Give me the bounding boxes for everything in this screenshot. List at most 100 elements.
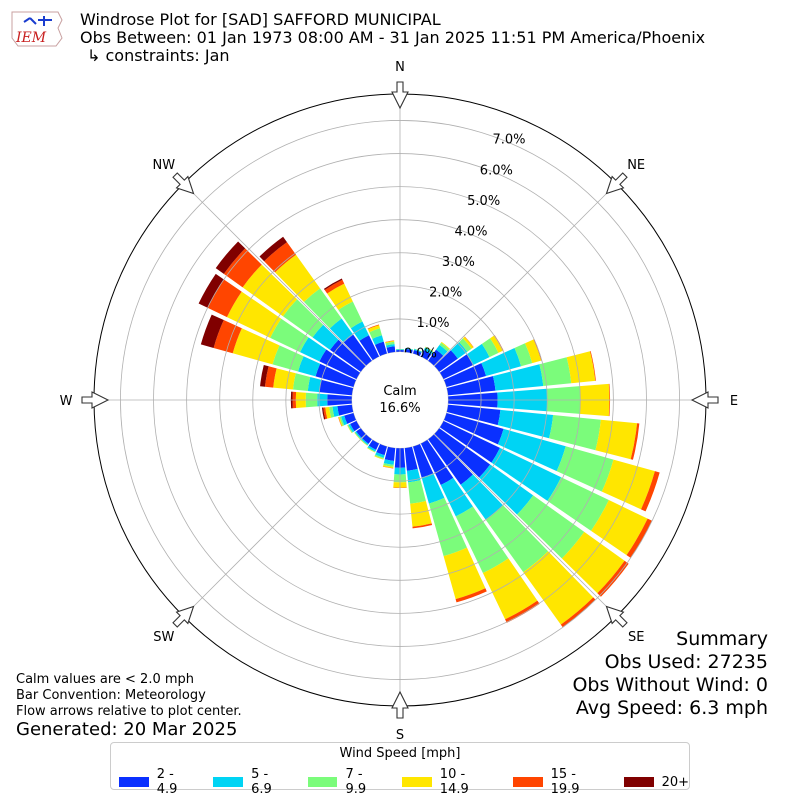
wind-bar-segment [367,445,377,452]
wind-bar-segment [440,477,473,517]
wind-bar-segment [264,366,277,388]
wind-bar-segment [539,357,572,386]
wind-bar-segment [533,339,542,361]
wind-bar-segment [312,324,339,350]
wind-bar-segment [272,345,304,372]
wind-bar-segment [361,438,369,445]
wind-bar-segment [298,356,321,377]
flow-arrow [690,391,719,409]
wind-bar-segment [282,299,324,338]
legend: Wind Speed [mph] 2 - 4.9 5 - 6.9 7 - 9.9… [110,742,690,797]
wind-bar-segment [344,412,357,424]
wind-bar-segment [549,415,601,451]
compass-label: W [60,394,73,409]
wind-bar-segment [374,454,384,459]
wind-bar-segment [367,447,376,453]
wind-bar-segment [443,412,504,445]
wind-bar-segment [367,324,380,330]
compass-label: NW [153,158,176,173]
flow-arrow [391,81,409,110]
wind-bar-segment [428,497,467,557]
grid-spoke [183,183,367,367]
calm-label: Calm [383,384,416,399]
wind-bar-segment [337,404,354,416]
compass-label: NE [627,158,645,173]
wind-bar-segment [505,600,540,623]
wind-bar-segment [319,379,354,396]
wind-bar-segment [425,346,434,352]
wind-bar-segment [339,416,345,426]
wind-bar-segment [590,351,596,381]
radial-tick-label: 1.0% [417,316,450,331]
wind-bar-segment [439,354,474,380]
bars-layer [198,236,660,628]
wind-bar-segment [354,432,361,440]
wind-bar-segment [321,407,326,420]
radial-tick-label: 3.0% [442,255,475,270]
wind-bar-segment [242,264,298,317]
wind-bar-segment [455,506,509,574]
legend-swatch [512,777,543,787]
legend-swatch [119,777,149,787]
wind-bar-segment [383,459,395,465]
wind-bar-segment [595,419,638,460]
plot-header: Windrose Plot for [SAD] SAFFORD MUNICIPA… [80,11,705,65]
compass-label: SE [628,630,644,645]
wind-bar-segment [641,471,660,512]
wind-bar-segment [547,477,609,531]
wind-bar-segment [369,328,382,339]
grid-spoke [183,433,367,617]
wind-bar-segment [270,318,309,353]
wind-bar-segment [591,500,648,556]
wind-bar-segment [355,431,362,439]
wind-bar-segment [382,465,394,469]
flow-arrow [391,690,409,719]
wind-bar-segment [443,547,486,600]
wind-bar-segment [327,283,353,310]
wind-bar-segment [462,336,474,349]
wind-bar-segment [626,518,653,558]
flow-arrow [81,391,110,409]
wind-bar-segment [343,334,373,366]
wind-bar-segment [347,425,352,434]
wind-bar-segment [455,588,487,603]
wind-bar-segment [260,365,269,387]
wind-bar-segment [459,338,472,352]
wind-bar-segment [374,455,384,460]
wind-bar-segment [374,341,388,357]
wind-bar-segment [384,446,396,461]
wind-bar-segment [375,452,385,458]
wind-bar-segment [198,273,224,308]
wind-bar-segment [482,558,538,620]
obs-between: Obs Between: 01 Jan 1973 08:00 AM - 31 J… [80,28,706,47]
wind-bar-segment [348,423,355,433]
wind-bar-segment [325,406,332,419]
wind-bar-segment [386,346,396,354]
wind-bar-segment [200,314,224,348]
bar-convention: Bar Convention: Meteorology [16,688,206,703]
wind-bar-segment [497,409,554,439]
wind-bar-segment [360,439,368,446]
compass-label: N [395,60,405,75]
compass-label: SW [153,630,174,645]
wind-bar-segment [372,335,384,345]
flow-arrows-note: Flow arrows relative to plot center. [16,704,242,719]
wind-bar-segment [630,423,640,460]
wind-bar-segment [492,364,544,391]
wind-bar-segment [329,406,335,418]
legend-swatch [213,777,244,787]
wind-bar-segment [330,339,366,373]
wind-bar-segment [385,340,395,344]
wind-bar-segment [386,343,395,348]
wind-bar-segment [323,407,328,420]
legend-item: 20+ [623,767,689,797]
wind-bar-segment [601,459,655,510]
wind-bar-segment [425,346,434,353]
summary-block: Summary Obs Used: 27235 Obs Without Wind… [572,628,768,720]
footnotes: Calm values are < 2.0 mph Bar Convention… [16,672,242,720]
wind-bar-segment [323,278,343,290]
wind-bar-segment [319,349,361,380]
wind-bar-segment [497,428,566,472]
wind-bar-segment [420,439,454,486]
wind-bar-segment [450,342,468,359]
